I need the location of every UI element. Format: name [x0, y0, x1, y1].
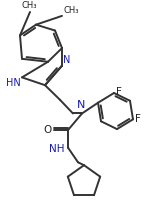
Text: O: O: [44, 125, 52, 135]
Text: HN: HN: [6, 78, 21, 88]
Text: F: F: [116, 87, 122, 97]
Text: N: N: [63, 55, 70, 65]
Text: CH₃: CH₃: [21, 1, 37, 10]
Text: NH: NH: [50, 144, 65, 154]
Text: F: F: [135, 114, 141, 124]
Text: CH₃: CH₃: [64, 6, 79, 15]
Text: N: N: [77, 100, 85, 110]
